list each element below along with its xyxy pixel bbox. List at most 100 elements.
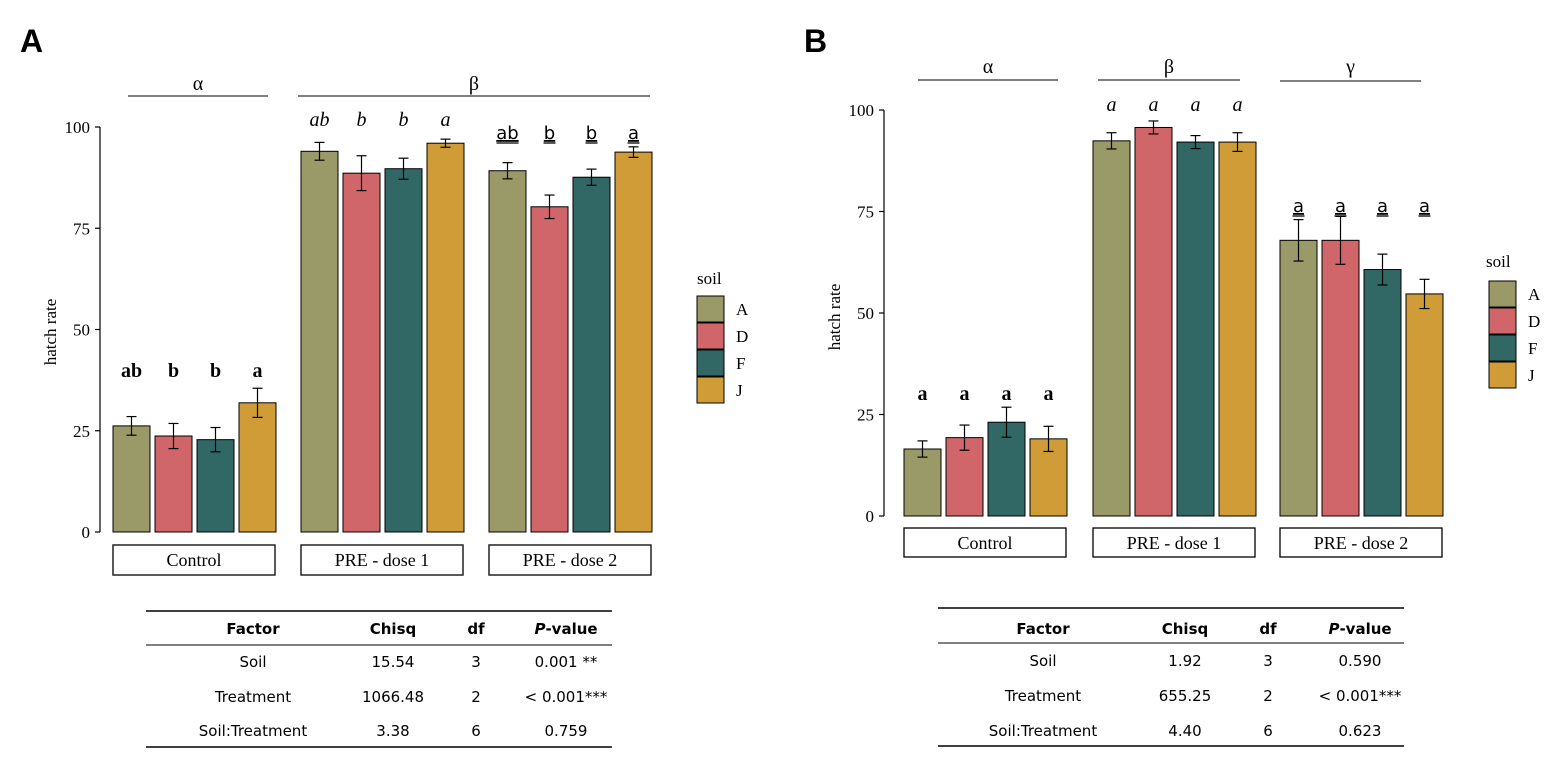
table-cell-a-1-1: 1066.48 <box>362 688 424 706</box>
table-cell-a-0-2: 3 <box>471 653 481 671</box>
table-header-a-3: P-value <box>534 620 597 638</box>
bar-a-2-A <box>488 170 527 533</box>
sig-label-b-2-J: a <box>1419 196 1430 217</box>
bar-a-0-J <box>238 402 277 533</box>
bar-b-0-A <box>903 448 942 517</box>
sig-label-a-0-A: ab <box>121 360 142 382</box>
sig-label-a-0-D: b <box>168 360 179 382</box>
table-header-p-rest-b: -value <box>1339 620 1391 638</box>
table-header-b-3: P-value <box>1328 620 1391 638</box>
bar-a-0-F <box>196 439 235 533</box>
bar-a-1-J <box>426 142 465 533</box>
legend-swatch-a-D <box>696 322 725 350</box>
sig-label-a-1-F: b <box>399 109 409 131</box>
table-cell-a-2-3: 0.759 <box>545 722 588 740</box>
y-tick-label-a-75: 75 <box>73 219 90 238</box>
strip-label-b-2: PRE - dose 2 <box>1314 533 1409 553</box>
strip-box-a-1 <box>300 544 464 576</box>
table-cell-b-2-0: Soil:Treatment <box>989 722 1098 740</box>
table-header-b-0: Factor <box>1016 620 1070 638</box>
strip-box-a-0 <box>112 544 276 576</box>
panel-b: B 0 25 50 75 100 hatch rate a a a a Control a a a a PRE… <box>804 23 1541 747</box>
table-cell-a-1-3: < 0.001*** <box>525 688 608 706</box>
legend-title-a: soil <box>697 269 722 288</box>
table-cell-b-1-0: Treatment <box>1004 687 1081 705</box>
table-cell-b-1-3: < 0.001*** <box>1319 687 1402 705</box>
legend-swatch-b-F <box>1488 334 1517 362</box>
bar-a-1-D <box>342 172 381 533</box>
table-cell-b-0-1: 1.92 <box>1168 652 1201 670</box>
strip-label-b-1: PRE - dose 1 <box>1127 533 1222 553</box>
sig-label-a-0-F: b <box>210 360 221 382</box>
panel-label-b: B <box>804 23 827 59</box>
bar-b-1-F <box>1176 141 1215 517</box>
legend-swatch-b-A <box>1488 280 1517 308</box>
sig-label-b-0-D: a <box>960 383 970 405</box>
legend-swatch-a-A <box>696 295 725 323</box>
bar-a-2-D <box>530 206 569 533</box>
sig-label-b-1-D: a <box>1149 94 1159 116</box>
sig-label-a-1-A: ab <box>310 109 330 131</box>
table-cell-b-2-2: 6 <box>1263 722 1273 740</box>
sig-label-b-2-A: a <box>1293 196 1304 217</box>
sig-label-b-1-J: a <box>1233 94 1243 116</box>
bar-a-2-J <box>614 151 653 533</box>
legend-label-a-D: D <box>736 327 748 346</box>
sig-label-a-2-F: b <box>586 123 597 144</box>
strip-box-b-0 <box>903 527 1067 558</box>
table-cell-b-0-3: 0.590 <box>1339 652 1382 670</box>
y-tick-label-a-25: 25 <box>73 422 90 441</box>
table-cell-a-2-1: 3.38 <box>376 722 409 740</box>
bar-b-2-F <box>1363 269 1402 517</box>
table-cell-a-2-0: Soil:Treatment <box>199 722 308 740</box>
strip-label-b-0: Control <box>957 533 1012 553</box>
legend-label-b-D: D <box>1528 312 1540 331</box>
sig-label-a-2-J: a <box>628 123 639 144</box>
table-header-p-italic-b: P <box>1328 620 1339 638</box>
strip-box-b-2 <box>1279 527 1443 558</box>
group-letter-b-2: γ <box>1345 56 1355 78</box>
bar-b-1-D <box>1134 126 1173 517</box>
bar-b-2-A <box>1279 239 1318 517</box>
bar-b-2-J <box>1405 293 1444 517</box>
strip-label-a-2: PRE - dose 2 <box>523 550 618 570</box>
table-cell-b-0-2: 3 <box>1263 652 1273 670</box>
table-cell-b-1-1: 655.25 <box>1159 687 1212 705</box>
bar-b-1-J <box>1218 141 1257 517</box>
strip-label-a-0: Control <box>166 550 221 570</box>
y-tick-label-b-50: 50 <box>857 304 874 323</box>
legend-swatch-a-J <box>696 376 725 404</box>
y-tick-label-b-25: 25 <box>857 406 874 425</box>
sig-label-a-2-D: b <box>544 123 555 144</box>
table-header-a-0: Factor <box>226 620 280 638</box>
y-tick-label-b-100: 100 <box>849 101 875 120</box>
group-letter-b-1: β <box>1164 56 1174 78</box>
table-cell-b-1-2: 2 <box>1263 687 1273 705</box>
legend-swatch-b-J <box>1488 361 1517 389</box>
y-tick-label-a-100: 100 <box>65 118 91 137</box>
table-cell-a-0-0: Soil <box>239 653 266 671</box>
table-header-b-1: Chisq <box>1162 620 1209 638</box>
table-cell-a-2-2: 6 <box>471 722 481 740</box>
y-tick-label-a-0: 0 <box>82 523 91 542</box>
y-tick-label-a-50: 50 <box>73 321 90 340</box>
sig-label-a-1-J: a <box>441 109 451 131</box>
legend-label-b-F: F <box>1528 339 1537 358</box>
sig-label-b-1-F: a <box>1191 94 1201 116</box>
sig-label-b-1-A: a <box>1107 94 1117 116</box>
table-header-p-italic-a: P <box>534 620 545 638</box>
group-letter-a-0: α <box>193 73 204 95</box>
sig-label-a-0-J: a <box>253 360 263 382</box>
strip-box-b-1 <box>1092 527 1256 558</box>
bar-a-1-F <box>384 168 423 533</box>
bar-a-1-A <box>300 150 339 533</box>
table-cell-b-0-0: Soil <box>1029 652 1056 670</box>
table-cell-b-2-3: 0.623 <box>1339 722 1382 740</box>
legend-label-a-A: A <box>736 300 749 319</box>
sig-label-a-2-A: ab <box>496 123 518 144</box>
strip-box-a-2 <box>488 544 652 576</box>
group-letter-b-0: α <box>983 56 994 78</box>
group-letter-a-1: β <box>469 73 479 95</box>
